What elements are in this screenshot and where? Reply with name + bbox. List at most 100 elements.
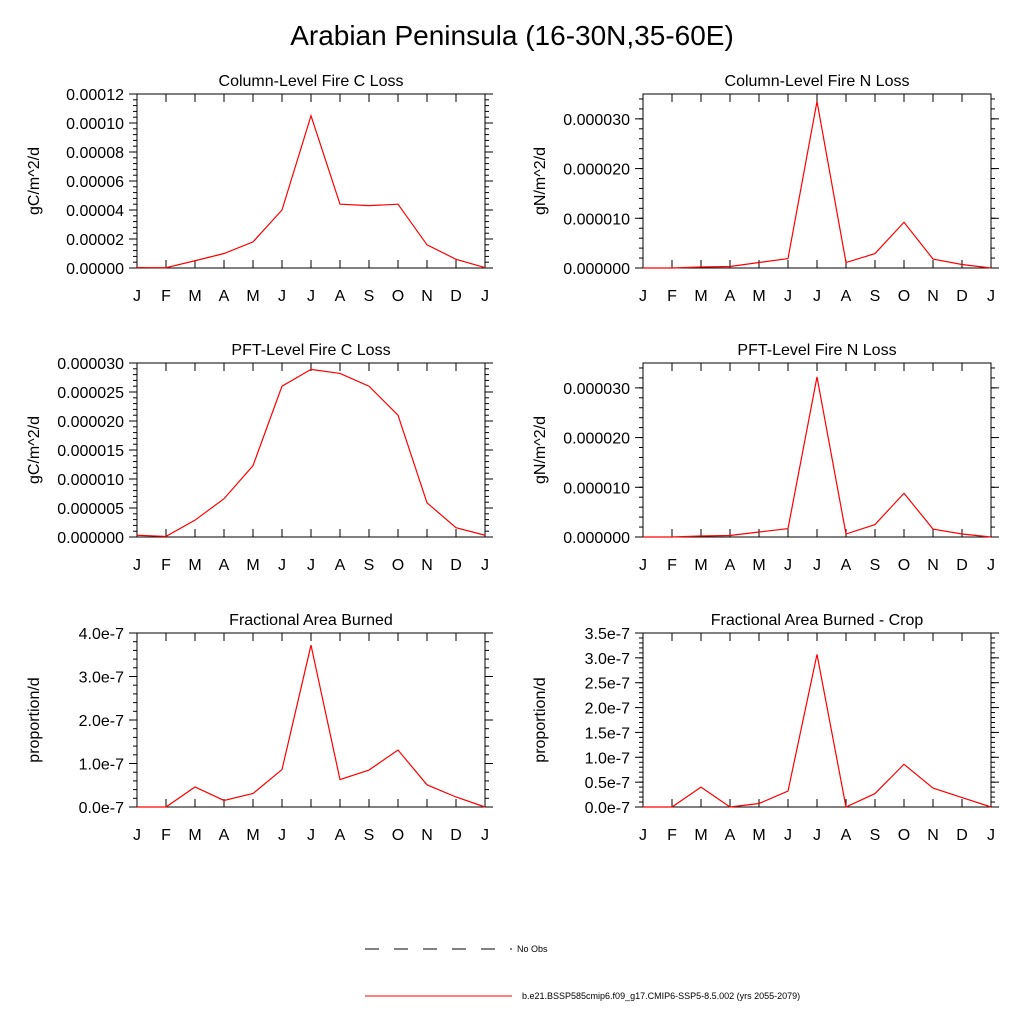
y-tick-label: 1.5e-7 xyxy=(585,725,630,742)
x-tick-label: M xyxy=(694,557,707,574)
x-tick-label: J xyxy=(784,557,792,574)
x-tick-label: J xyxy=(813,827,821,844)
x-tick-label: A xyxy=(335,288,346,305)
x-tick-label: F xyxy=(667,288,677,305)
plot-frame xyxy=(136,362,486,538)
x-tick-label: J xyxy=(987,557,995,574)
y-tick-label: 0.000020 xyxy=(563,431,630,448)
y-tick-label: 2.0e-7 xyxy=(585,701,630,718)
x-tick-label: J xyxy=(481,288,489,305)
x-tick-label: N xyxy=(927,557,939,574)
x-tick-label: J xyxy=(481,827,489,844)
x-tick-label: F xyxy=(161,557,171,574)
x-tick-label: J xyxy=(307,557,315,574)
y-tick-label: 0.000005 xyxy=(57,501,124,518)
x-tick-label: A xyxy=(841,288,852,305)
chart-title: Fractional Area Burned xyxy=(229,612,393,629)
y-tick-label: 0.000025 xyxy=(57,385,124,402)
y-axis-label: gC/m^2/d xyxy=(26,416,43,484)
y-tick-label: 0.00010 xyxy=(66,116,124,133)
x-tick-label: O xyxy=(898,827,910,844)
x-tick-label: N xyxy=(421,827,433,844)
x-tick-label: S xyxy=(364,557,375,574)
x-tick-label: F xyxy=(667,557,677,574)
x-tick-label: D xyxy=(956,827,968,844)
y-tick-label: 0.000000 xyxy=(563,261,630,278)
x-tick-label: O xyxy=(392,557,404,574)
y-tick-label: 0.0e-7 xyxy=(79,800,124,817)
x-tick-label: J xyxy=(278,827,286,844)
x-tick-label: J xyxy=(133,557,141,574)
y-tick-label: 0.000020 xyxy=(57,414,124,431)
x-tick-label: J xyxy=(813,288,821,305)
x-tick-label: O xyxy=(392,827,404,844)
chart-title: PFT-Level Fire C Loss xyxy=(231,342,390,359)
y-tick-label: 3.0e-7 xyxy=(79,670,124,687)
x-tick-label: A xyxy=(335,827,346,844)
x-tick-label: S xyxy=(364,288,375,305)
plot-frame xyxy=(136,93,486,269)
chart-title: Column-Level Fire C Loss xyxy=(219,73,404,90)
x-tick-label: S xyxy=(870,288,881,305)
x-tick-label: M xyxy=(246,288,259,305)
y-tick-label: 0.00008 xyxy=(66,145,124,162)
y-tick-label: 0.5e-7 xyxy=(585,775,630,792)
x-tick-label: J xyxy=(639,827,647,844)
x-tick-label: M xyxy=(246,827,259,844)
y-axis-label: gN/m^2/d xyxy=(532,416,549,484)
x-tick-label: F xyxy=(161,288,171,305)
x-tick-label: J xyxy=(278,557,286,574)
y-tick-label: 0.000010 xyxy=(57,472,124,489)
x-tick-label: J xyxy=(784,827,792,844)
x-tick-label: M xyxy=(188,827,201,844)
x-tick-label: A xyxy=(841,557,852,574)
x-tick-label: M xyxy=(752,288,765,305)
y-tick-label: 2.5e-7 xyxy=(585,676,630,693)
x-tick-label: O xyxy=(898,288,910,305)
x-tick-label: N xyxy=(927,827,939,844)
x-tick-label: M xyxy=(752,827,765,844)
y-axis-label: gC/m^2/d xyxy=(26,147,43,215)
chart-title: Column-Level Fire N Loss xyxy=(725,73,910,90)
y-tick-label: 2.0e-7 xyxy=(79,713,124,730)
series-line-1 xyxy=(643,101,992,269)
x-tick-label: D xyxy=(450,827,462,844)
y-tick-label: 1.0e-7 xyxy=(585,750,630,767)
y-axis-label: proportion/d xyxy=(532,677,549,762)
series-line-1 xyxy=(643,376,992,538)
x-tick-label: A xyxy=(725,827,736,844)
x-tick-label: J xyxy=(133,288,141,305)
x-tick-label: D xyxy=(450,288,462,305)
series-line-1 xyxy=(137,645,486,808)
series-line-1 xyxy=(136,113,486,269)
x-tick-label: M xyxy=(188,557,201,574)
x-tick-label: A xyxy=(725,557,736,574)
x-tick-label: J xyxy=(987,288,995,305)
x-tick-label: O xyxy=(898,557,910,574)
y-tick-label: 1.0e-7 xyxy=(79,757,124,774)
y-tick-label: 0.00004 xyxy=(66,203,124,220)
x-tick-label: A xyxy=(725,288,736,305)
chart-panel-6: Fractional Area Burned - Crop proportion/… xyxy=(532,612,999,844)
y-tick-label: 0.000010 xyxy=(563,211,630,228)
x-tick-label: D xyxy=(450,557,462,574)
x-tick-label: J xyxy=(639,557,647,574)
x-tick-label: M xyxy=(188,288,201,305)
y-tick-label: 0.00002 xyxy=(66,232,124,249)
y-axis-label: gN/m^2/d xyxy=(532,147,549,215)
x-tick-label: J xyxy=(639,288,647,305)
x-tick-label: J xyxy=(307,288,315,305)
x-tick-label: D xyxy=(956,557,968,574)
y-axis-label: proportion/d xyxy=(26,677,43,762)
chart-title: PFT-Level Fire N Loss xyxy=(737,342,896,359)
y-tick-label: 0.00006 xyxy=(66,174,124,191)
y-tick-label: 0.000030 xyxy=(563,381,630,398)
y-tick-label: 0.000030 xyxy=(57,356,124,373)
x-tick-label: J xyxy=(813,557,821,574)
x-tick-label: N xyxy=(421,557,433,574)
x-tick-label: F xyxy=(161,827,171,844)
